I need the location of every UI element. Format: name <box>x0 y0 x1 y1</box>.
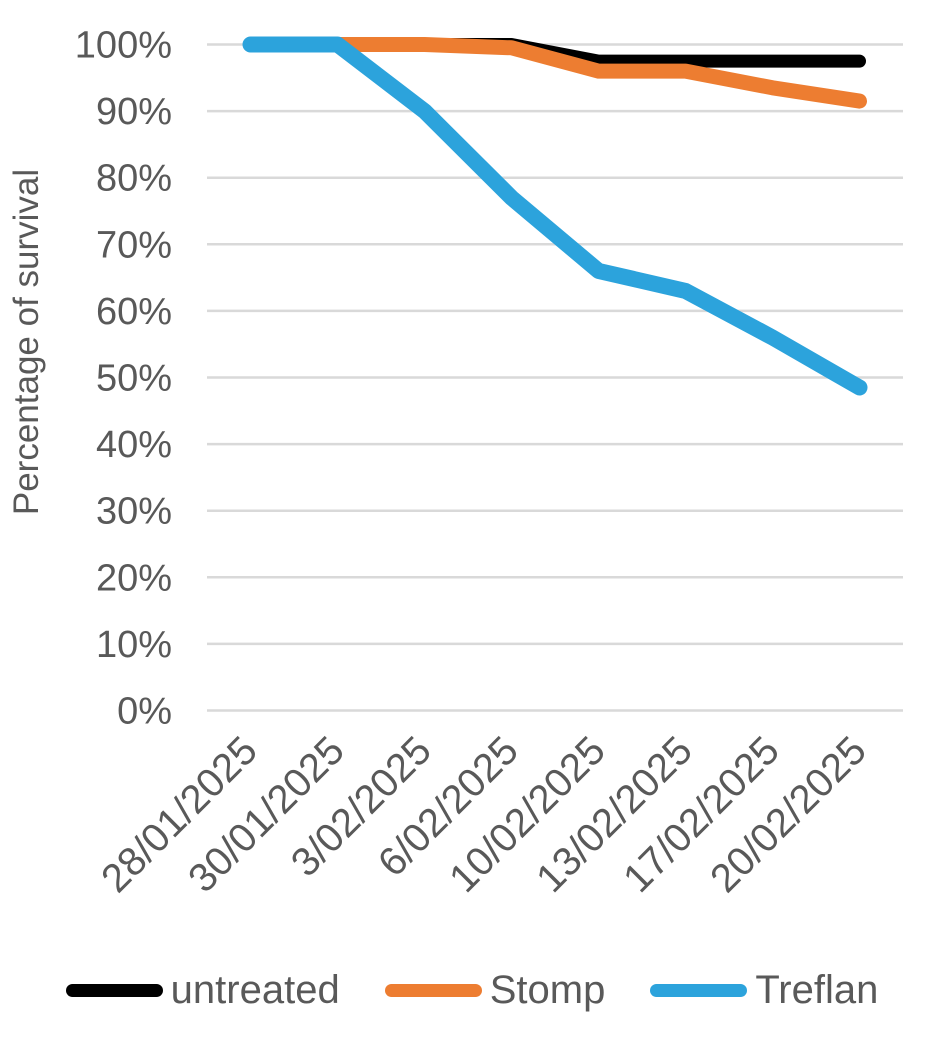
y-tick-label: 90% <box>96 91 172 133</box>
y-axis-tick-labels: 100% 90% 80% 70% 60% 50% 40% 30% 20% 10% 0% <box>75 25 172 733</box>
legend-item-untreated: untreated <box>65 968 340 1012</box>
legend-swatch-stomp <box>384 983 482 997</box>
series-lines <box>242 36 868 396</box>
line-chart-canvas: 100% 90% 80% 70% 60% 50% 40% 30% 20% 10% 0% 28/01/… <box>7 25 903 901</box>
legend-swatch-treflan <box>650 983 748 997</box>
gridlines <box>207 43 903 712</box>
legend-label: Treflan <box>755 968 879 1012</box>
y-tick-label: 60% <box>96 291 172 333</box>
series-line-stomp <box>243 37 867 109</box>
y-tick-label: 30% <box>96 491 172 533</box>
legend: untreated Stomp Treflan <box>0 963 944 1017</box>
legend-swatch-untreated <box>65 983 163 997</box>
series-line-treflan <box>242 36 868 396</box>
legend-item-treflan: Treflan <box>650 970 878 1010</box>
legend-label: untreated <box>170 968 340 1012</box>
legend-label: Stomp <box>489 968 606 1012</box>
y-tick-label: 40% <box>96 424 172 466</box>
y-tick-label: 70% <box>96 224 172 266</box>
y-tick-label: 0% <box>117 691 172 733</box>
y-tick-label: 50% <box>96 358 172 400</box>
y-tick-label: 100% <box>75 25 172 67</box>
y-axis-title: Percentage of survival <box>7 169 46 515</box>
y-tick-label: 80% <box>96 158 172 200</box>
legend-item-stomp: Stomp <box>384 968 606 1012</box>
y-tick-label: 20% <box>96 557 172 599</box>
y-tick-label: 10% <box>96 624 172 666</box>
x-axis-tick-labels: 28/01/202530/01/20253/02/20256/02/202510… <box>93 728 875 901</box>
